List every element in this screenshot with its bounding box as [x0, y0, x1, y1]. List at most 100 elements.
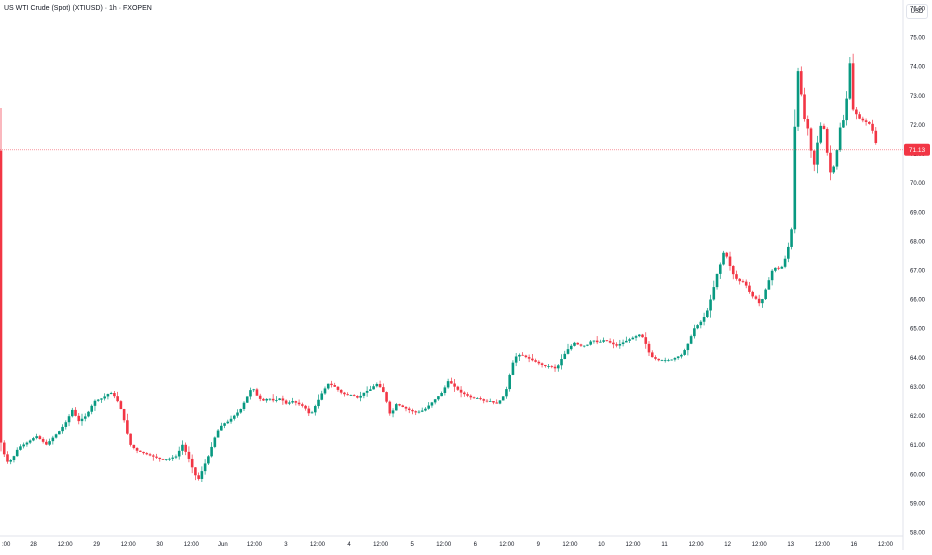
candle-body — [126, 420, 129, 434]
candle-body — [514, 356, 518, 363]
candle-body — [255, 389, 259, 396]
candle-body — [38, 436, 42, 439]
candle-body — [615, 344, 618, 346]
candle — [790, 227, 793, 250]
candle — [851, 53, 855, 112]
x-tick-label: 12:00 — [58, 542, 74, 548]
candle-body — [375, 383, 379, 387]
candle — [547, 363, 550, 369]
candle-body — [459, 389, 463, 393]
candle — [122, 408, 126, 423]
candle-body — [728, 256, 732, 266]
candle — [45, 439, 48, 446]
candle-body — [787, 246, 790, 259]
candle-body — [359, 395, 362, 398]
candle-body — [511, 362, 515, 375]
candle — [174, 454, 178, 460]
candle — [586, 344, 589, 347]
candle — [466, 392, 469, 398]
candle — [667, 358, 670, 362]
candle — [537, 360, 541, 366]
candle-body — [100, 398, 103, 400]
candle-body — [394, 404, 398, 411]
chart-title: US WTI Crude (Spot) (XTIUSD) · 1h · FXOP… — [4, 5, 152, 12]
candle — [718, 262, 722, 279]
candle — [168, 457, 171, 461]
candle-body — [699, 321, 703, 326]
candle-body — [181, 444, 184, 451]
candle — [437, 396, 440, 401]
candle-body — [15, 449, 19, 457]
candle-body — [239, 408, 243, 413]
candle — [106, 393, 110, 400]
candle-body — [443, 387, 447, 393]
candle — [213, 436, 217, 449]
candle — [806, 115, 810, 136]
candle-body — [129, 433, 132, 445]
candle — [492, 400, 495, 405]
candle — [625, 336, 628, 343]
candle-body — [113, 393, 116, 397]
candle-body — [151, 455, 155, 457]
candle — [90, 404, 94, 415]
candle-body — [770, 270, 774, 281]
candle — [216, 428, 220, 438]
candle — [699, 320, 703, 329]
x-tick-label: 28 — [30, 542, 37, 548]
candle-body — [825, 128, 829, 153]
candle — [534, 358, 537, 363]
x-tick-label: 12:00 — [247, 542, 263, 548]
candle-body — [848, 63, 852, 99]
candle — [744, 279, 748, 289]
candle-body — [689, 336, 693, 344]
candle-body — [722, 252, 725, 265]
candle-body — [80, 418, 84, 422]
candle — [339, 389, 343, 395]
y-tick-label: 59.00 — [910, 501, 926, 507]
candle — [275, 396, 278, 403]
candle — [401, 404, 405, 408]
candle — [139, 450, 142, 452]
candle — [556, 364, 560, 372]
candle-body — [70, 409, 74, 417]
x-tick-label: 12:00 — [499, 542, 515, 548]
candle — [566, 343, 570, 355]
candle-body — [411, 410, 414, 412]
y-tick-label: 73.00 — [910, 94, 926, 100]
candle-body — [313, 406, 317, 413]
candle-body — [401, 405, 405, 408]
candle — [777, 266, 780, 271]
candle — [582, 345, 586, 348]
candle — [51, 435, 55, 445]
candle-body — [605, 340, 609, 342]
candle — [647, 341, 651, 356]
candle-body — [450, 381, 453, 384]
candle — [693, 324, 696, 339]
candle — [524, 354, 528, 359]
candle — [70, 407, 74, 418]
candle-body — [663, 360, 667, 362]
candle — [388, 400, 392, 416]
current-price-label: 71.13 — [909, 147, 926, 154]
candle-body — [637, 334, 641, 337]
candle-body — [278, 398, 281, 401]
candle-body — [864, 120, 868, 122]
candle-body — [404, 407, 408, 409]
candle — [479, 396, 482, 401]
y-tick-label: 69.00 — [910, 210, 926, 216]
candle — [657, 358, 661, 362]
candle-body — [229, 418, 233, 422]
candle — [670, 359, 673, 361]
y-tick-label: 74.00 — [910, 65, 926, 71]
candle-body — [362, 392, 366, 396]
x-axis: :00 28 12:00 29 12:00 30 12:00 Jun 12:00 3 12:00 4 1… — [2, 542, 894, 548]
candle — [385, 391, 388, 404]
currency-button[interactable]: USD — [906, 4, 928, 19]
candle — [155, 453, 158, 459]
candle — [67, 414, 71, 427]
candle — [252, 388, 256, 393]
candle-body — [349, 395, 353, 396]
candle-body — [832, 166, 835, 173]
